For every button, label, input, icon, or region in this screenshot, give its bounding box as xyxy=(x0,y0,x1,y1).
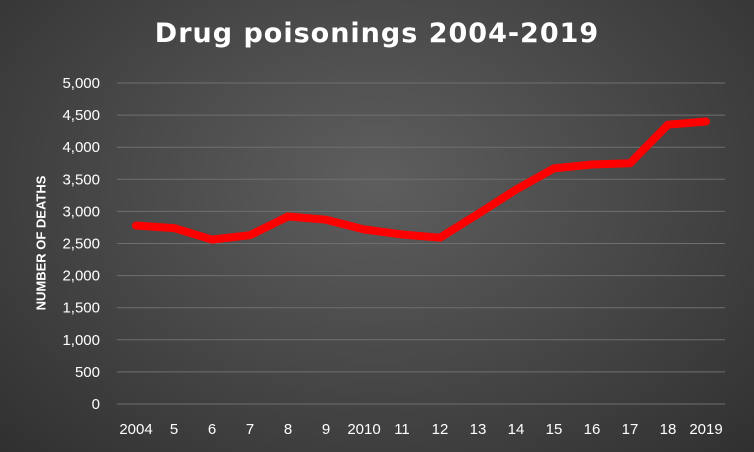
x-tick-label: 16 xyxy=(584,421,601,438)
y-tick-label: 500 xyxy=(75,364,100,381)
x-tick-label: 17 xyxy=(622,421,639,438)
data-point xyxy=(249,234,251,236)
y-tick-label: 2,000 xyxy=(62,268,100,285)
y-tick-label: 1,000 xyxy=(62,332,100,349)
data-point xyxy=(401,234,403,236)
x-axis-ticks: 2004 5 6 7 8 9 2010 11 12 13 14 15 16 17 18 2019 xyxy=(119,421,722,438)
y-tick-label: 3,500 xyxy=(62,171,100,188)
data-point xyxy=(629,162,631,164)
data-point xyxy=(135,225,137,227)
data-point xyxy=(515,189,517,191)
y-tick-label: 1,500 xyxy=(62,300,100,317)
data-point xyxy=(591,164,593,166)
y-tick-label: 3,000 xyxy=(62,203,100,220)
y-tick-label: 2,500 xyxy=(62,236,100,253)
data-point xyxy=(211,239,213,241)
x-tick-label: 18 xyxy=(660,421,677,438)
x-tick-label: 8 xyxy=(284,421,292,438)
data-point xyxy=(287,216,289,218)
x-tick-label: 5 xyxy=(170,421,178,438)
x-tick-label: 9 xyxy=(322,421,330,438)
series-line xyxy=(132,117,710,244)
data-point xyxy=(667,124,669,126)
y-tick-label: 5,000 xyxy=(62,75,100,92)
x-tick-label: 12 xyxy=(432,421,449,438)
y-tick-label: 0 xyxy=(92,396,100,413)
x-tick-label: 13 xyxy=(470,421,487,438)
gridlines xyxy=(117,82,725,405)
data-point xyxy=(439,237,441,239)
data-point xyxy=(553,167,555,169)
x-tick-label: 2010 xyxy=(347,421,380,438)
data-point xyxy=(363,228,365,230)
y-tick-label: 4,500 xyxy=(62,107,100,124)
x-tick-label: 15 xyxy=(546,421,563,438)
chart-title: Drug poisonings 2004-2019 xyxy=(154,18,600,49)
x-tick-label: 2019 xyxy=(689,421,722,438)
x-tick-label: 2004 xyxy=(119,421,152,438)
x-tick-label: 14 xyxy=(508,421,525,438)
data-point xyxy=(325,219,327,221)
x-tick-label: 11 xyxy=(394,421,410,438)
data-point xyxy=(705,121,707,123)
series-group xyxy=(132,117,710,244)
x-tick-label: 7 xyxy=(246,421,254,438)
data-point xyxy=(477,213,479,215)
y-axis-ticks: 0 500 1,000 1,500 2,000 2,500 3,000 3,500 4,000 4… xyxy=(62,75,100,413)
data-point xyxy=(173,227,175,229)
x-tick-label: 6 xyxy=(208,421,216,438)
y-tick-label: 4,000 xyxy=(62,139,100,156)
